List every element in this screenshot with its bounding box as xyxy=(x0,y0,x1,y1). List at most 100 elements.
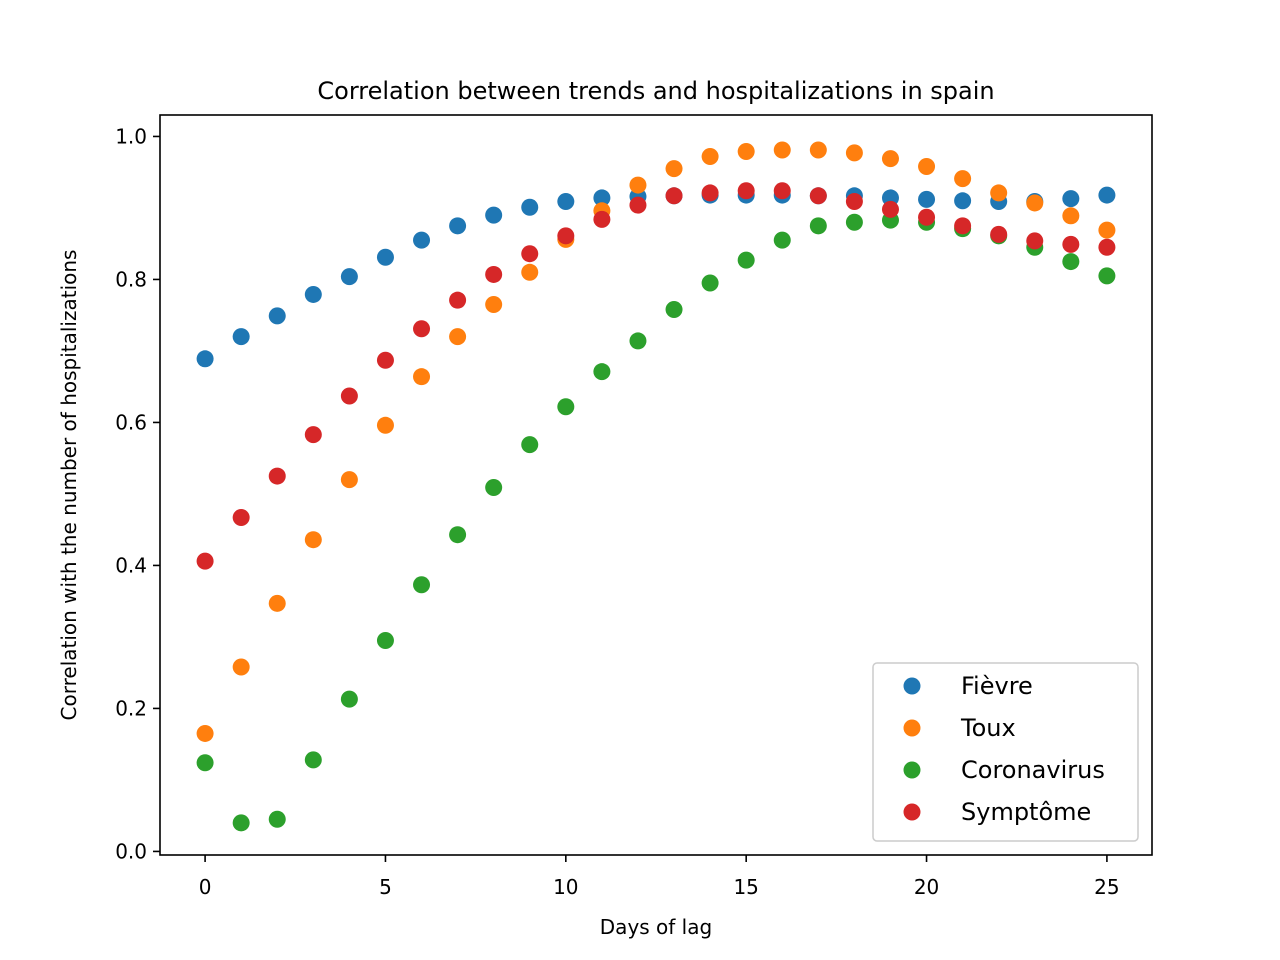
x-tick-label: 5 xyxy=(379,875,392,899)
data-point xyxy=(304,285,322,303)
data-point xyxy=(340,690,358,708)
data-point xyxy=(485,295,503,313)
y-tick-label: 0.4 xyxy=(115,553,147,577)
legend-entry: Fièvre xyxy=(903,672,1033,700)
legend-entry: Toux xyxy=(903,714,1016,742)
data-point xyxy=(268,594,286,612)
data-point xyxy=(845,193,863,211)
data-point xyxy=(1098,267,1116,285)
data-point xyxy=(376,351,394,369)
data-point xyxy=(521,263,539,281)
x-tick-label: 20 xyxy=(914,875,939,899)
y-tick-label: 0.2 xyxy=(115,696,147,720)
data-point xyxy=(665,187,683,205)
data-point xyxy=(1062,253,1080,271)
data-point xyxy=(232,814,250,832)
data-point xyxy=(196,724,214,742)
data-point xyxy=(629,176,647,194)
series-1 xyxy=(196,141,1116,742)
data-point xyxy=(593,189,611,207)
plot-area xyxy=(159,114,1153,856)
data-point xyxy=(701,147,719,165)
data-point xyxy=(521,436,539,454)
data-point xyxy=(376,632,394,650)
data-point xyxy=(629,196,647,214)
data-point xyxy=(196,350,214,368)
data-point xyxy=(593,210,611,228)
series-0 xyxy=(196,186,1116,368)
x-tick-label: 15 xyxy=(733,875,758,899)
data-point xyxy=(1026,232,1044,250)
legend-marker xyxy=(903,803,921,821)
data-point xyxy=(268,810,286,828)
x-axis: 0 5 10 15 20 25 xyxy=(199,855,1120,899)
data-point xyxy=(881,200,899,218)
data-point xyxy=(557,398,575,416)
data-point xyxy=(1026,194,1044,212)
y-axis: 0.0 0.2 0.4 0.6 0.8 1.0 xyxy=(115,124,160,863)
data-point xyxy=(304,751,322,769)
data-point xyxy=(449,291,467,309)
data-point xyxy=(413,320,431,338)
data-point xyxy=(521,198,539,216)
data-point xyxy=(954,192,972,210)
data-point xyxy=(1062,235,1080,253)
legend-label: Toux xyxy=(960,714,1016,742)
data-point xyxy=(521,245,539,263)
data-point xyxy=(557,193,575,211)
y-tick-label: 0.8 xyxy=(115,267,147,291)
x-axis-label: Days of lag xyxy=(600,915,712,939)
data-point xyxy=(413,368,431,386)
x-tick-label: 0 xyxy=(199,875,212,899)
data-point xyxy=(809,141,827,159)
legend-marker xyxy=(903,761,921,779)
legend-marker xyxy=(903,719,921,737)
data-point xyxy=(737,182,755,200)
data-point xyxy=(809,217,827,235)
x-tick-label: 10 xyxy=(553,875,578,899)
y-tick-label: 0.6 xyxy=(115,410,147,434)
legend-entry: Coronavirus xyxy=(903,756,1105,784)
data-point xyxy=(809,187,827,205)
data-point xyxy=(881,150,899,168)
legend: Fièvre Toux Coronavirus Symptôme xyxy=(872,662,1139,842)
data-point xyxy=(701,184,719,202)
data-point xyxy=(737,142,755,160)
data-point xyxy=(593,363,611,381)
data-point xyxy=(1098,238,1116,256)
data-point xyxy=(304,531,322,549)
legend-label: Symptôme xyxy=(961,798,1091,826)
y-tick-label: 0.0 xyxy=(115,839,147,863)
data-point xyxy=(990,184,1008,202)
data-point xyxy=(232,658,250,676)
plot-frame xyxy=(159,114,1153,856)
data-point xyxy=(665,300,683,318)
legend-box xyxy=(872,662,1139,842)
data-point xyxy=(845,213,863,231)
data-point xyxy=(737,251,755,269)
data-point xyxy=(449,217,467,235)
data-point xyxy=(232,328,250,346)
legend-label: Coronavirus xyxy=(961,756,1105,784)
data-point xyxy=(918,208,936,226)
legend-entry: Symptôme xyxy=(903,798,1091,826)
data-point xyxy=(629,332,647,350)
data-point xyxy=(990,225,1008,243)
data-point xyxy=(773,141,791,159)
data-point xyxy=(485,206,503,224)
data-point xyxy=(485,479,503,497)
data-point xyxy=(340,268,358,286)
data-point xyxy=(1098,221,1116,239)
data-point xyxy=(232,509,250,527)
x-tick-label: 25 xyxy=(1094,875,1119,899)
chart-title: Correlation between trends and hospitali… xyxy=(317,77,994,105)
data-point xyxy=(340,471,358,489)
data-point xyxy=(1062,190,1080,208)
data-point xyxy=(845,144,863,162)
data-point xyxy=(773,182,791,200)
data-point xyxy=(340,387,358,405)
data-point xyxy=(268,467,286,485)
data-point xyxy=(954,217,972,235)
data-point xyxy=(918,157,936,175)
data-point xyxy=(449,328,467,346)
